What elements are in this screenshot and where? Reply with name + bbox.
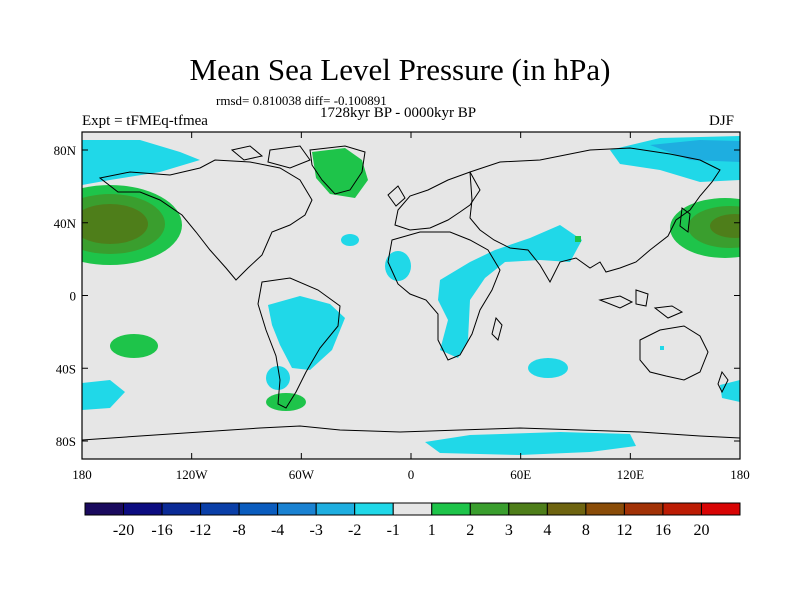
colorbar-level-label: -1 (387, 522, 400, 539)
x-tick-label: 0 (408, 467, 415, 482)
colorbar-level-label: -4 (271, 522, 284, 539)
x-tick-label: 60W (289, 467, 315, 482)
rmsd-diff-stats: rmsd= 0.810038 diff= -0.100891 (216, 93, 387, 108)
colorbar-swatch (662, 502, 702, 516)
x-tick-label: 60E (510, 467, 531, 482)
colorbar-swatch (84, 502, 125, 516)
y-tick-label: 80N (54, 143, 77, 158)
season-label: DJF (709, 113, 735, 129)
ocean-background (82, 132, 740, 459)
map-field (82, 132, 740, 459)
colorbar-swatch (431, 502, 471, 516)
colorbar-level-label: -2 (348, 522, 361, 539)
y-tick-label: 40N (54, 216, 77, 231)
colorbar-swatch (123, 502, 163, 516)
north-pacific-anomaly-west (82, 185, 182, 265)
colorbar-swatch (277, 502, 317, 516)
south-america-cyan (268, 296, 345, 370)
colorbar-swatch (623, 502, 664, 516)
south-pacific-anomaly (110, 334, 158, 358)
north-pacific-anomaly-east (670, 198, 740, 258)
colorbar-swatch (508, 502, 548, 516)
map-title: Mean Sea Level Pressure (in hPa) (189, 52, 611, 87)
colorbar (84, 502, 741, 516)
arctic-blue-east (650, 140, 740, 162)
arctic-cyan-west (82, 140, 200, 185)
southern-cone-anomaly (266, 393, 306, 411)
y-tick-label: 0 (70, 289, 77, 304)
colorbar-level-label: 8 (582, 522, 590, 539)
x-tick-label: 180 (72, 467, 92, 482)
colorbar-swatch (469, 502, 510, 516)
longitude-axis: 180 120W 60W 0 60E 120E 180 (72, 132, 750, 482)
colorbar-level-label: -8 (232, 522, 245, 539)
x-tick-label: 120W (176, 467, 209, 482)
indian-ocean-cyan (528, 358, 568, 378)
south-pacific-cyan (82, 380, 125, 410)
colorbar-swatch (392, 502, 433, 516)
colorbar-level-label: -12 (190, 522, 211, 539)
colorbar-swatch (546, 502, 587, 516)
coastlines (82, 145, 740, 441)
y-tick-label: 80S (56, 434, 76, 449)
colorbar-level-label: 12 (616, 522, 632, 539)
colorbar-level-label: -16 (151, 522, 172, 539)
colorbar-labels: -20 -16 -12 -8 -4 -3 -2 -1 1 2 3 4 8 12 16 20 (113, 522, 710, 539)
west-africa-cyan (385, 251, 411, 281)
colorbar-swatch (315, 502, 356, 516)
colorbar-level-label: 3 (505, 522, 513, 539)
x-tick-label: 120E (617, 467, 645, 482)
experiment-label: Expt = tFMEq-tfmea (82, 113, 208, 129)
colorbar-swatch (238, 502, 279, 516)
colorbar-swatch (161, 502, 202, 516)
colorbar-level-label: 20 (693, 522, 709, 539)
x-tick-label: 180 (730, 467, 750, 482)
colorbar-swatch (200, 502, 240, 516)
africa-arabia-cyan (438, 225, 582, 358)
colorbar-level-label: 2 (466, 522, 474, 539)
y-tick-label: 40S (56, 361, 76, 376)
colorbar-level-label: 16 (655, 522, 671, 539)
colorbar-level-label: -3 (310, 522, 323, 539)
latitude-axis: 80N 40N 0 40S 80S (54, 143, 740, 449)
colorbar-level-label: -20 (113, 522, 134, 539)
time-period-label: 1728kyr BP - 0000kyr BP (320, 105, 477, 121)
greenland-anomaly (312, 148, 368, 198)
colorbar-swatch (585, 502, 625, 516)
colorbar-level-label: 1 (428, 522, 436, 539)
colorbar-swatch (354, 502, 394, 516)
atlantic-cyan-patch (341, 234, 359, 246)
colorbar-level-label: 4 (543, 522, 551, 539)
antarctic-cyan (425, 432, 636, 455)
colorbar-swatch (700, 502, 741, 516)
